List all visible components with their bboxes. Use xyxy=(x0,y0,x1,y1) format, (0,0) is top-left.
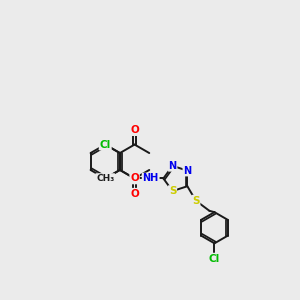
Text: N: N xyxy=(169,161,177,171)
Text: N: N xyxy=(183,166,191,176)
Text: O: O xyxy=(130,125,139,135)
Text: O: O xyxy=(130,189,139,199)
Text: Cl: Cl xyxy=(100,140,111,150)
Text: CH₃: CH₃ xyxy=(96,174,114,183)
Text: Cl: Cl xyxy=(209,254,220,264)
Text: S: S xyxy=(192,196,200,206)
Text: O: O xyxy=(130,173,139,184)
Text: S: S xyxy=(169,186,176,196)
Text: NH: NH xyxy=(142,173,159,184)
